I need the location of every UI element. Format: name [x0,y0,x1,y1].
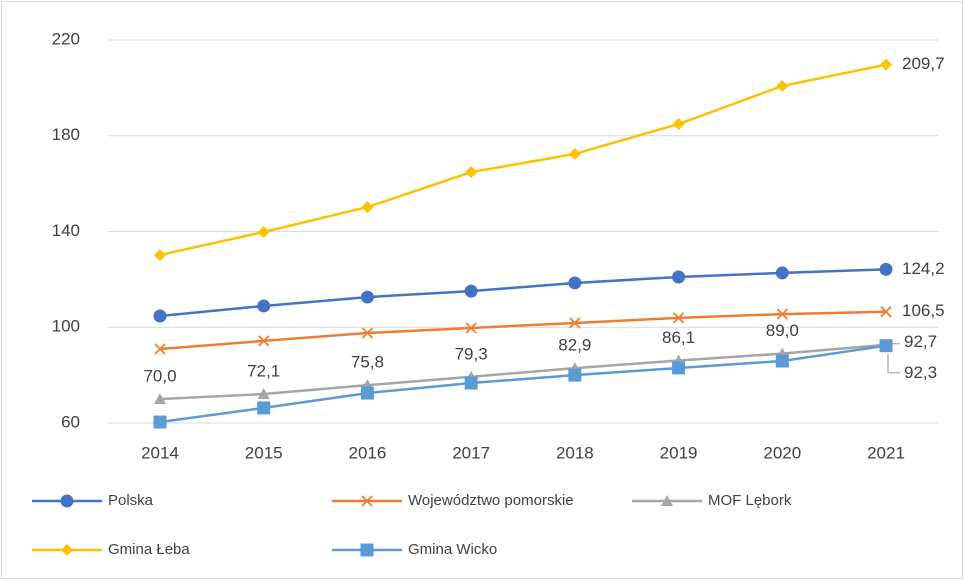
line [159,63,887,257]
data-label: 75,8 [351,353,384,372]
leader-line [887,353,900,374]
data-label: 86,1 [662,328,695,347]
line [159,344,887,424]
marker [154,248,166,261]
data-label: 106,5 [902,301,945,320]
marker [672,361,686,375]
marker [776,308,788,320]
x-tick-label: 2021 [867,443,905,462]
line [159,268,887,318]
series [154,58,892,261]
marker [568,276,582,290]
marker [257,299,271,313]
x-tick-label: 2014 [141,443,179,462]
series [153,262,893,323]
marker [661,495,673,506]
marker [568,368,582,382]
marker [879,262,893,276]
marker [257,388,270,400]
marker [775,354,789,368]
marker [465,322,477,334]
legend-label: Gmina Łeba [108,541,190,558]
marker [154,343,166,355]
marker [154,393,166,405]
legend-label: Województwo pomorskie [408,492,574,509]
data-label: 92,3 [904,363,937,382]
legend-label: MOF Lębork [708,492,792,509]
marker [361,327,374,339]
marker [61,544,73,556]
marker [776,79,789,92]
legend-label: Gmina Wicko [408,541,497,558]
y-tick-label: 180 [52,125,80,144]
legend-item: Gmina Wicko [332,541,497,558]
marker [360,290,374,304]
legend-item: MOF Lębork [632,492,792,509]
marker [464,284,478,298]
marker [60,494,74,508]
marker [569,317,581,329]
marker [672,312,685,324]
y-tick-label: 60 [61,412,80,431]
x-tick-label: 2017 [452,443,490,462]
marker [465,166,478,179]
x-tick-label: 2020 [763,443,801,462]
marker [153,309,167,323]
data-label: 79,3 [455,344,488,363]
marker [568,147,581,160]
marker [775,266,789,280]
legend-item: Województwo pomorskie [332,492,574,509]
data-label: 89,0 [766,321,799,340]
marker [880,306,892,318]
marker [258,335,270,347]
x-tick-label: 2019 [660,443,698,462]
data-label: 92,7 [904,332,937,351]
marker [879,339,893,353]
marker [257,401,271,415]
data-label: 209,7 [902,54,945,73]
y-tick-label: 140 [52,221,80,240]
x-tick-label: 2016 [349,443,387,462]
legend-label: Polska [108,492,154,509]
series [154,306,892,355]
marker [153,415,167,429]
x-tick-label: 2018 [556,443,594,462]
marker [672,118,685,131]
marker [361,495,373,507]
marker [672,270,686,284]
data-label: 82,9 [558,336,591,355]
data-label: 70,0 [143,367,176,386]
line [159,343,887,401]
marker [361,201,374,214]
data-label: 124,2 [902,259,945,278]
data-label: 72,1 [247,362,280,381]
marker [464,376,478,390]
marker [257,225,270,238]
marker [880,58,892,71]
x-tick-label: 2015 [245,443,283,462]
y-tick-label: 100 [52,317,80,336]
series [153,339,893,429]
y-tick-label: 220 [52,29,80,48]
marker [360,543,374,557]
legend-item: Gmina Łeba [32,541,190,558]
legend-item: Polska [32,492,154,509]
line [159,310,887,351]
marker [360,386,374,400]
